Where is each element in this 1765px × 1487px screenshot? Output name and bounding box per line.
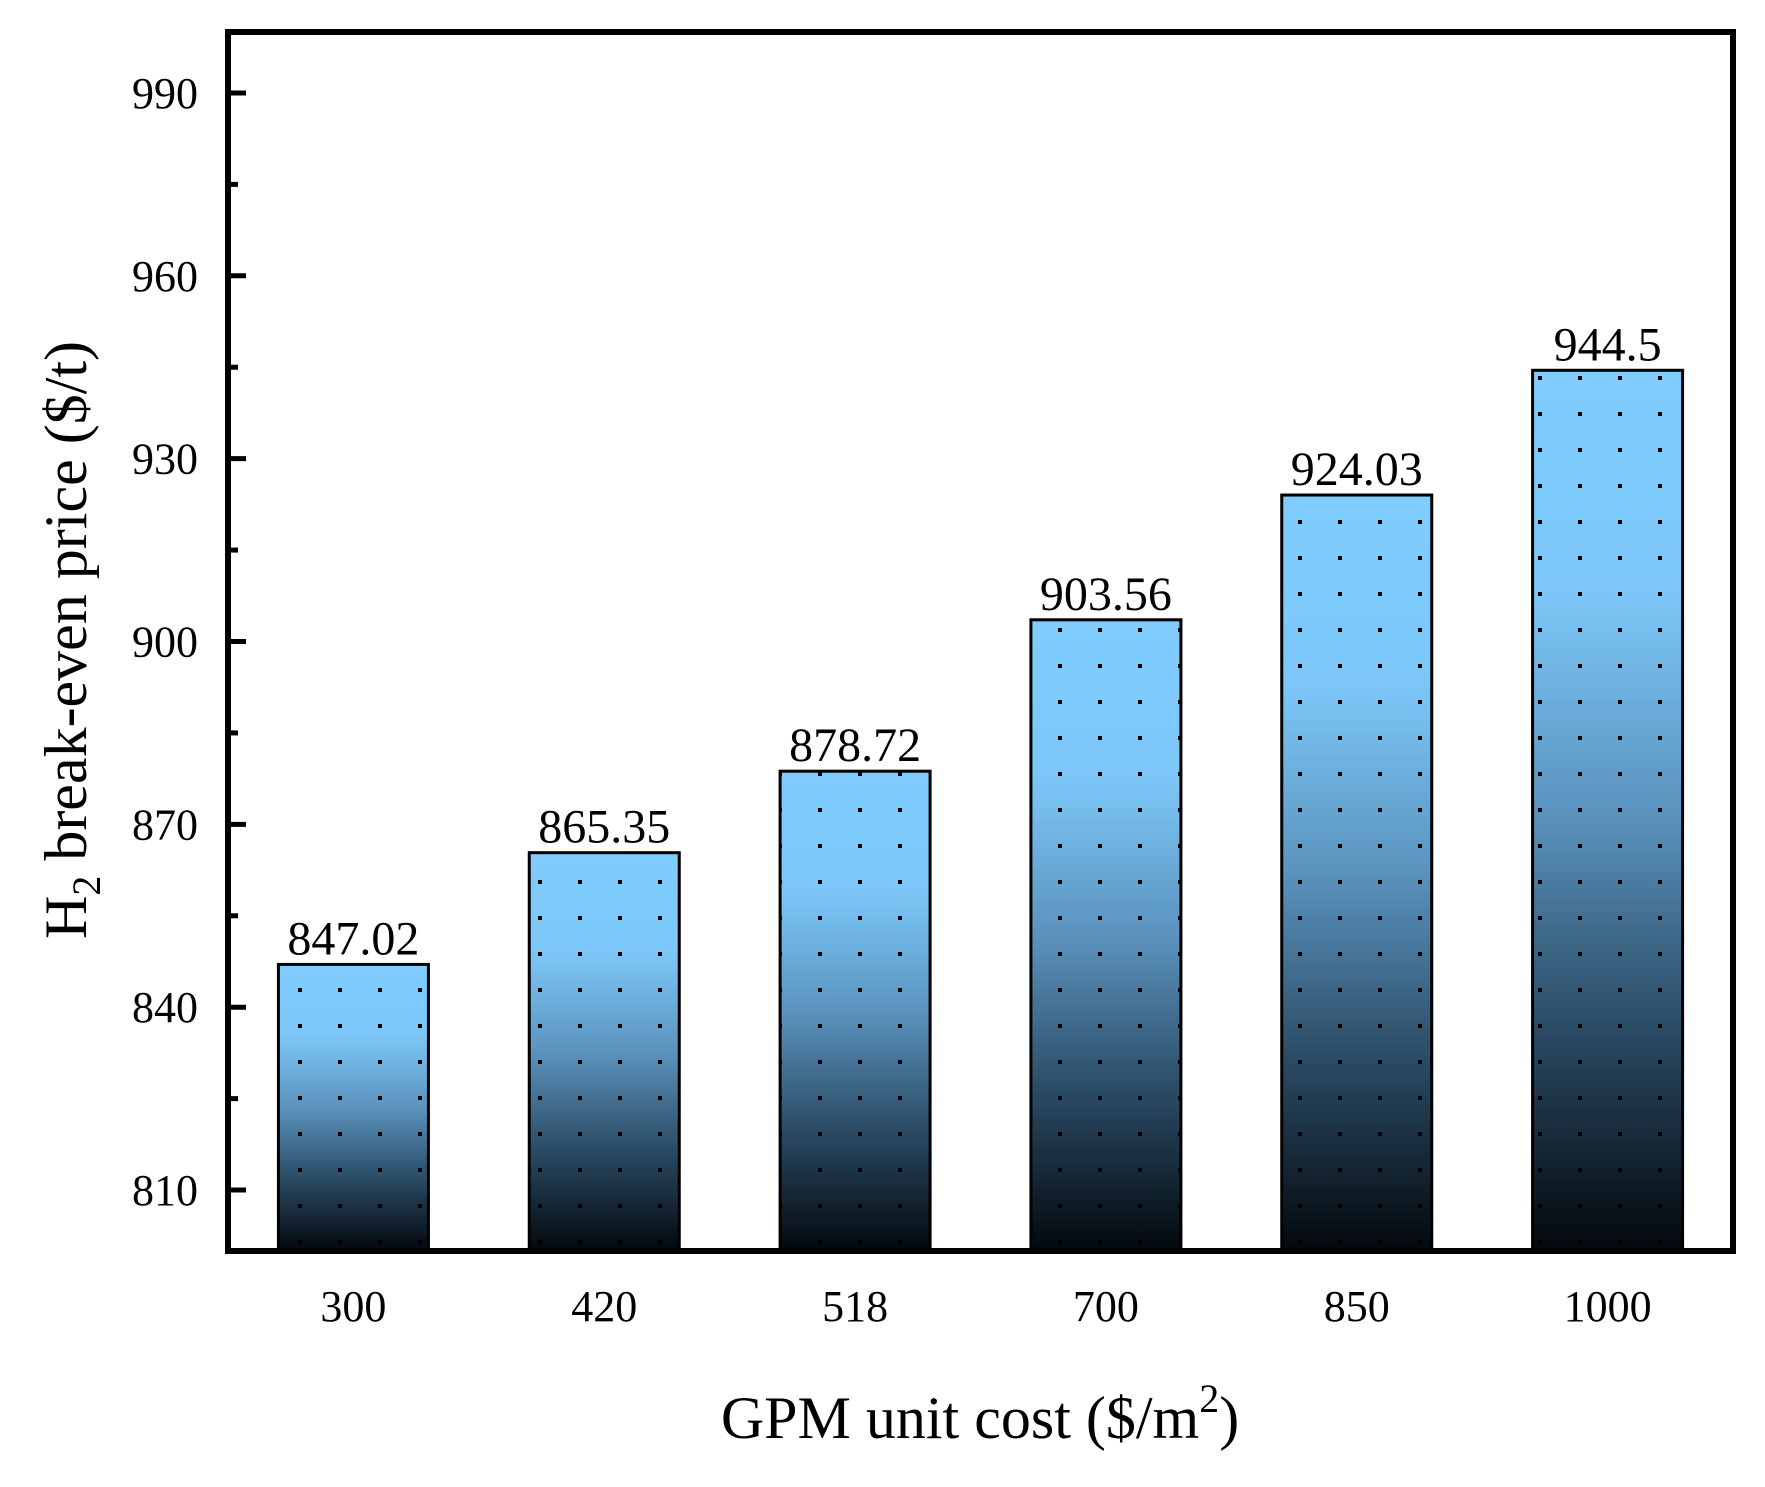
bar-850 (1280, 493, 1434, 1253)
y-tick-label: 960 (132, 252, 198, 301)
x-tick-label: 850 (1324, 1282, 1390, 1331)
data-label: 944.5 (1554, 318, 1662, 371)
bar-dot-pattern (1030, 619, 1181, 1251)
x-tick-label: 300 (320, 1282, 386, 1331)
data-label: 847.02 (287, 912, 419, 965)
bar-dot-pattern (1532, 370, 1683, 1252)
data-label: 903.56 (1040, 568, 1172, 621)
data-label: 865.35 (538, 801, 670, 854)
plot-frame (225, 29, 1736, 1254)
x-axis: 300 420 518 700 850 1000 (320, 1282, 1651, 1331)
y-axis: 810 840 870 900 930 960 990 (132, 69, 246, 1215)
y-tick-label: 990 (132, 69, 198, 118)
x-axis-title-superscript: 2 (1199, 1376, 1219, 1421)
x-tick-label: 420 (571, 1282, 637, 1331)
y-axis-title: H2 break-even price ($/t) (33, 341, 109, 939)
x-tick-label: 700 (1073, 1282, 1139, 1331)
x-axis-title: GPM unit cost ($/m2) (721, 1376, 1239, 1451)
data-label: 878.72 (789, 719, 921, 772)
bar-dot-pattern (780, 771, 931, 1251)
y-tick-label: 900 (132, 618, 198, 667)
bars-group (276, 368, 1685, 1253)
bar-dot-pattern (529, 852, 680, 1251)
x-tick-label: 518 (822, 1282, 888, 1331)
y-tick-label: 840 (132, 983, 198, 1032)
data-labels-group: 847.02 865.35 878.72 903.56 924.03 944.5 (287, 318, 1661, 965)
bar-300 (276, 962, 430, 1253)
bar-420 (527, 851, 681, 1253)
y-axis-title-subscript: 2 (64, 876, 109, 896)
bar-dot-pattern (278, 964, 429, 1251)
bar-1000 (1531, 368, 1685, 1253)
bar-700 (1029, 618, 1183, 1253)
y-tick-label: 870 (132, 800, 198, 849)
y-tick-label: 810 (132, 1166, 198, 1215)
bar-518 (778, 769, 932, 1253)
bar-dot-pattern (1281, 495, 1432, 1252)
y-tick-label: 930 (132, 435, 198, 484)
x-tick-label: 1000 (1564, 1282, 1652, 1331)
data-label: 924.03 (1291, 443, 1423, 496)
